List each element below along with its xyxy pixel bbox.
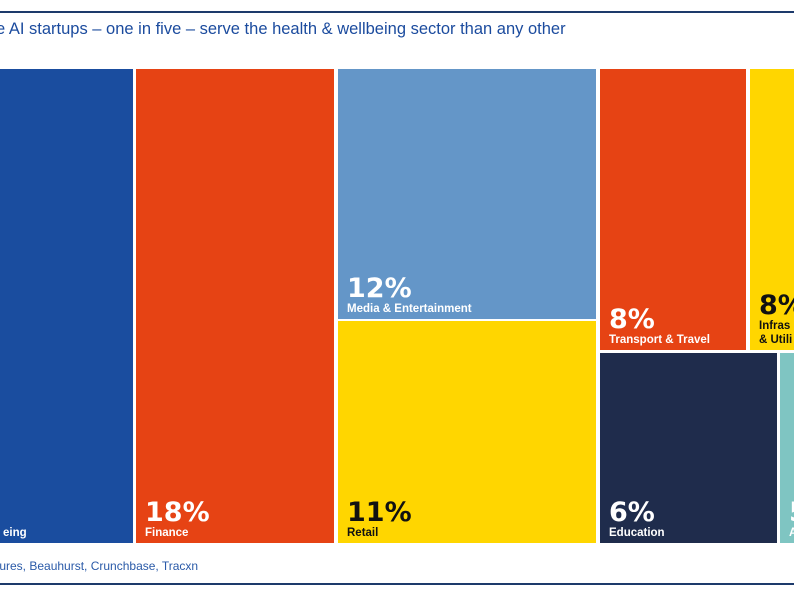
treemap-rect-retail (338, 321, 596, 543)
treemap-value-label: 6% (609, 497, 655, 528)
treemap-rect-finance (136, 69, 334, 543)
treemap-category-label: Infras (759, 320, 790, 332)
treemap-category-label: A (789, 527, 794, 539)
chart-title: e AI startups – one in five – serve the … (0, 20, 566, 38)
treemap-cell-retail: 11%Retail (338, 321, 596, 543)
treemap-cell-finance: 18%Finance (136, 69, 334, 543)
treemap-cell-a: 5A (780, 353, 794, 543)
treemap-category-label: Retail (347, 527, 378, 539)
treemap-category-label: Transport & Travel (609, 334, 710, 346)
treemap-value-label: 11% (347, 497, 412, 528)
top-rule (0, 11, 794, 13)
treemap-value-label: 12% (347, 273, 412, 304)
treemap-category-label: Media & Entertainment (347, 303, 472, 315)
bottom-rule (0, 583, 794, 585)
treemap-category-label: & Utili (759, 334, 792, 346)
treemap-cell-education: 6%Education (600, 353, 777, 543)
treemap-rect-transport-travel (600, 69, 746, 350)
treemap-rect-education (600, 353, 777, 543)
treemap-value-label: 8% (759, 290, 794, 321)
treemap-cell-media-entertainment: 12%Media & Entertainment (338, 69, 596, 319)
treemap-rect-a (780, 353, 794, 543)
treemap-category-label: eing (3, 527, 27, 539)
treemap-cell-eing: eing (0, 69, 133, 543)
treemap-rect-media-entertainment (338, 69, 596, 319)
treemap-cell-infras: 8%Infras & Utili (750, 69, 794, 350)
treemap-value-label: 18% (145, 497, 210, 528)
treemap-category-label: Finance (145, 527, 188, 539)
treemap-category-label: Education (609, 527, 665, 539)
treemap-rect-infras (750, 69, 794, 350)
treemap-value-label: 8% (609, 304, 655, 335)
treemap-cell-transport-travel: 8%Transport & Travel (600, 69, 746, 350)
source-note: tures, Beauhurst, Crunchbase, Tracxn (0, 559, 199, 573)
treemap-rect-eing (0, 69, 133, 543)
treemap-value-label: 5 (789, 497, 794, 528)
